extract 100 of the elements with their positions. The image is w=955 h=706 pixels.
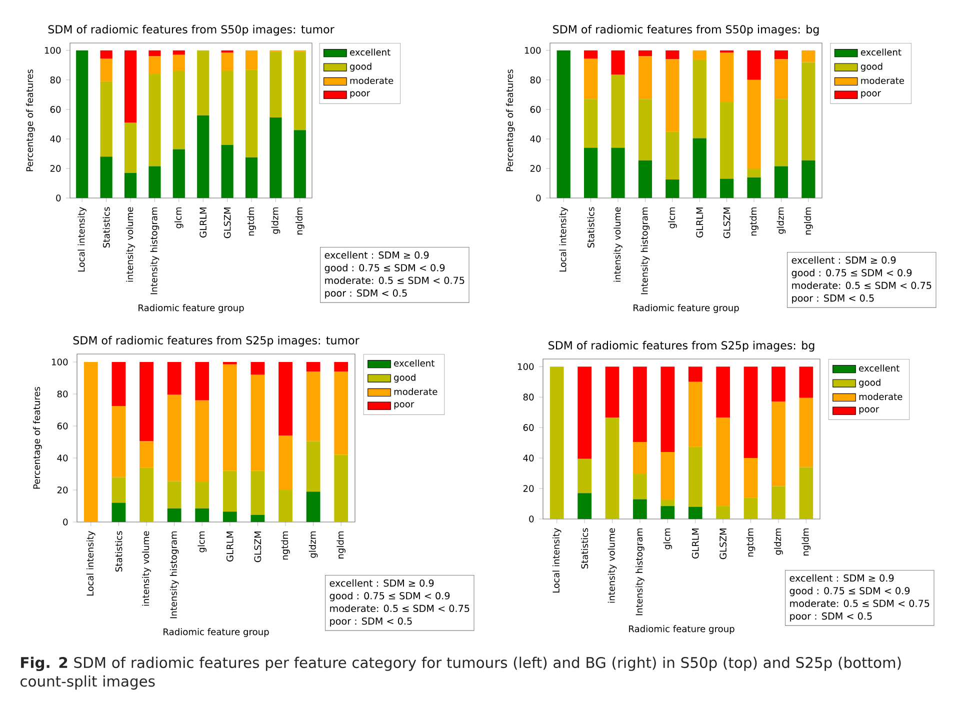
bar	[638, 56, 652, 100]
y-tick-label: 60	[57, 422, 68, 430]
bar	[772, 402, 786, 486]
bar	[148, 166, 161, 198]
bar	[112, 477, 126, 503]
bar	[744, 458, 758, 498]
text: Fig. 2 SDM of radiomic features per feature category for tumours (left) and BG (right) in S50p (top) and S25p (bottom) count-split images	[20, 656, 901, 690]
x-tick-label: gldzm	[776, 207, 786, 234]
bar	[578, 366, 592, 459]
text: poor : SDM < 0.5	[790, 612, 872, 622]
bar	[688, 506, 702, 520]
bar	[774, 166, 788, 198]
bar	[222, 364, 237, 471]
bar	[556, 50, 570, 198]
bar	[112, 406, 126, 478]
bar	[221, 50, 234, 53]
y-tick-label: 60	[50, 106, 61, 113]
x-tick-label: GLRLM	[692, 528, 699, 558]
bar	[112, 502, 126, 522]
bar	[172, 54, 185, 72]
x-tick-label: intensity volume	[126, 207, 135, 282]
bar	[278, 436, 292, 490]
bar	[306, 441, 320, 492]
bar	[774, 99, 788, 166]
bar	[306, 372, 320, 442]
y-tick-label: 0	[63, 518, 68, 526]
bar	[802, 160, 816, 198]
bar	[692, 138, 706, 198]
bar	[550, 366, 564, 520]
bar	[716, 366, 730, 418]
x-tick-label: glcm	[668, 207, 677, 228]
bar	[294, 52, 306, 130]
text: poor : SDM < 0.5	[330, 617, 412, 627]
chart-title: SDM of radiomic features from S25p images: bg	[548, 340, 814, 352]
bar	[250, 470, 265, 515]
bar	[334, 372, 348, 455]
bar	[167, 508, 182, 522]
bar	[611, 148, 625, 198]
y-tick-label: 80	[50, 76, 61, 84]
bar	[802, 50, 816, 62]
bar	[747, 168, 761, 178]
bar	[124, 122, 137, 173]
bar	[221, 144, 234, 198]
legend-label: poor	[394, 402, 414, 410]
text: good : 0.75 ≤ SDM < 0.9	[792, 268, 912, 278]
bar	[633, 499, 647, 520]
bar	[250, 362, 265, 375]
y-tick-label: 40	[523, 454, 534, 462]
text: excellent : SDM ≥ 0.9	[792, 256, 896, 264]
bar	[167, 481, 182, 508]
bar	[222, 470, 237, 512]
bar	[100, 50, 112, 58]
bar	[221, 71, 234, 145]
x-tick-label: ngldm	[804, 207, 813, 235]
bar	[747, 177, 761, 198]
bar	[720, 102, 734, 179]
text: moderate: 0.5 ≤ SDM < 0.75	[792, 282, 932, 290]
x-tick-label: GLRLM	[200, 208, 207, 238]
bar	[148, 74, 161, 166]
y-tick-label: 20	[530, 165, 541, 172]
legend-label: poor	[350, 91, 370, 98]
bar	[688, 382, 702, 447]
text: good : 0.75 ≤ SDM < 0.9	[790, 586, 910, 596]
text: moderate: 0.5 ≤ SDM < 0.75	[325, 276, 464, 284]
bar	[744, 498, 758, 520]
bar	[167, 362, 182, 395]
x-tick-label: GLRLM	[226, 532, 234, 562]
chart-title: SDM of radiomic features from S50p images: bg	[553, 24, 819, 36]
bar	[774, 59, 788, 100]
y-tick-label: 60	[523, 424, 534, 432]
x-tick-label: glcm	[198, 531, 206, 552]
bar	[584, 99, 598, 148]
y-tick-label: 80	[57, 390, 68, 398]
bar	[250, 374, 265, 471]
bar	[197, 50, 210, 116]
x-tick-label: ngtdm	[281, 531, 290, 560]
x-tick-label: Local intensity	[86, 530, 96, 596]
legend-label: good	[350, 62, 372, 72]
y-axis-title: Percentage of features	[506, 69, 515, 172]
x-tick-label: ngldm	[296, 207, 304, 235]
bar	[124, 50, 137, 123]
bar	[720, 50, 734, 53]
x-axis-title: Radiomic feature group	[634, 304, 739, 313]
x-tick-label: Local intensity	[78, 206, 86, 272]
bar	[802, 62, 816, 160]
x-axis-title: Radiomic feature group	[138, 304, 244, 313]
bar	[306, 492, 320, 522]
x-tick-label: gldzm	[308, 531, 318, 558]
x-tick-label: GLRLM	[696, 208, 704, 238]
y-tick-label: 0	[529, 516, 534, 522]
bar	[611, 74, 625, 148]
y-axis-title: Percentage of features	[33, 386, 42, 489]
legend-label: good	[859, 378, 880, 388]
legend-label: good	[860, 62, 882, 72]
bar	[666, 132, 680, 180]
bar	[747, 50, 761, 80]
bar	[584, 148, 598, 198]
y-tick-label: 40	[57, 454, 68, 462]
x-tick-label: GLSZM	[723, 208, 730, 238]
bar	[633, 366, 647, 442]
